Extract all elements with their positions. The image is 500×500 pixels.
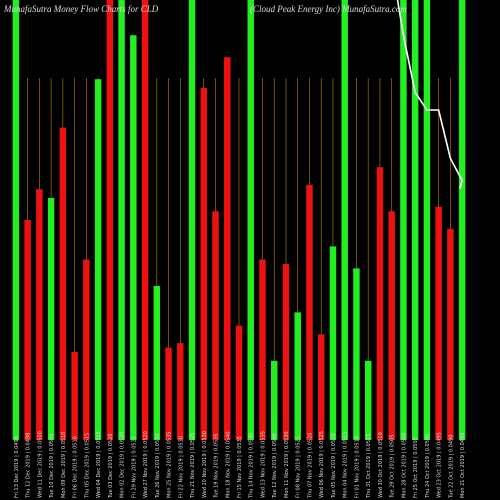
bar [294,312,301,440]
bar [153,286,161,440]
bar [329,246,337,440]
bar [235,325,243,440]
x-tick-label: Wed 06 Nov 2019 | 0.0525 [319,431,325,498]
x-tick-label: Wed 11 Dec 2019 | 0.0500 [37,431,43,498]
bar [306,184,313,440]
x-tick-label: Tue 22 Oct 2019 | 0.0490 [448,435,454,499]
line-group [396,0,463,189]
x-tick-label: Mon 02 Dec 2019 | 0.0520 [120,432,126,498]
x-tick-label: Tue 19 Nov 2019 | 0.0535 [214,433,220,499]
x-tick-label: Fri 22 Nov 2019 | 0.0530 [178,436,184,498]
x-tick-label: Fri 15 Nov 2019 | 0.0535 [237,436,243,498]
chart-title: MunafaSutra Money Flow Charts for CLD [4,4,159,14]
bar [141,0,149,440]
x-tick-label: Tue 05 Nov 2019 | 0.0520 [331,433,337,499]
bar [177,343,184,440]
x-tick-label: Tue 26 Nov 2019 | 0.0530 [155,433,161,499]
bar [106,0,114,440]
bar [94,79,102,440]
x-tick-label: Fri 08 Nov 2019 | 0.0525 [296,436,302,498]
bar [388,211,395,440]
bar [83,259,90,440]
x-labels-group: Fri 13 Dec 2019 | 0.0496 Thu 12 Dec 2019 … [14,431,466,499]
bar [376,167,384,440]
x-tick-label: Wed 04 Dec 2019 | 0.0515 [96,431,102,498]
bar [36,189,43,440]
x-tick-label: Fri 13 Dec 2019 | 0.0496 [14,436,20,498]
trend-line [396,0,463,189]
bar [47,198,55,440]
bar [12,0,20,440]
x-tick-label: Tue 03 Dec 2019 | 0.0520 [108,434,114,499]
x-tick-label: Thu 12 Dec 2019 | 0.0498 [26,433,32,499]
x-tick-label: Tue 29 Oct 2019 | 0.0505 [390,435,396,499]
bar [353,268,360,440]
x-tick-label: Fri 01 Nov 2019 | 0.0510 [354,436,360,498]
x-tick-label: Thu 24 Oct 2019 | 0.0500 [425,434,431,499]
x-tick-label: Tue 12 Nov 2019 | 0.0540 [272,433,278,499]
x-tick-label: Thu 31 Oct 2019 | 0.0515 [366,434,372,499]
bar [212,211,219,440]
bar [317,334,325,440]
bar [282,264,290,440]
bar [458,0,466,440]
bar [118,0,125,440]
bar [24,220,31,440]
bar [423,0,431,440]
x-tick-label: Mon 09 Dec 2019 | 0.0510 [61,432,67,498]
bar [130,35,137,440]
bar [271,360,278,440]
x-tick-label: Mon 28 Oct 2019 | 0.0500 [401,433,407,498]
x-tick-label: Fri 06 Dec 2019 | 0.0510 [73,436,79,498]
bar [165,347,172,440]
x-tick-label: Thu 21 Nov 2019 | 0.0525 [190,433,196,499]
bar [200,88,207,440]
x-tick-label: Fri 29 Nov 2019 | 0.0525 [131,436,137,498]
x-tick-label: Wed 20 Nov 2019 | 0.0530 [202,431,208,498]
x-tick-label: Mon 25 Nov 2019 | 0.0535 [167,431,173,498]
x-tick-label: Wed 27 Nov 2019 | 0.0520 [143,431,149,498]
x-tick-label: Thu 14 Nov 2019 | 0.0530 [249,433,255,499]
bar [224,57,231,440]
bar [341,0,348,440]
bar [259,259,266,440]
x-tick-label: Wed 13 Nov 2019 | 0.0535 [260,431,266,498]
chart-subtitle: (Cloud Peak Energy Inc) MunafaSutra.com [250,4,407,14]
x-tick-label: Wed 30 Oct 2019 | 0.0510 [378,432,384,498]
x-tick-label: Fri 25 Oct 2019 | 0.0505 [413,437,419,498]
bars-group [12,0,466,440]
x-tick-label: Thu 05 Dec 2019 | 0.0515 [84,433,90,499]
x-tick-label: Mon 11 Nov 2019 | 0.0530 [284,431,290,498]
bar [247,0,254,440]
bar [447,228,454,440]
x-tick-label: Wed 23 Oct 2019 | 0.0495 [437,432,443,498]
bar [59,127,67,440]
x-tick-label: Mon 18 Nov 2019 | 0.0540 [225,431,231,498]
x-tick-label: Thu 07 Nov 2019 | 0.0520 [307,433,313,499]
bar [364,360,372,440]
bar [411,0,419,440]
bar [400,0,407,440]
x-tick-label: Tue 10 Dec 2019 | 0.0505 [49,434,55,499]
x-tick-label: Mon 21 Oct 2019 | 0.0495 [460,433,466,498]
bar [435,206,442,440]
bar [188,0,196,440]
x-tick-label: Mon 04 Nov 2019 | 0.0515 [343,431,349,498]
bar [71,352,78,440]
